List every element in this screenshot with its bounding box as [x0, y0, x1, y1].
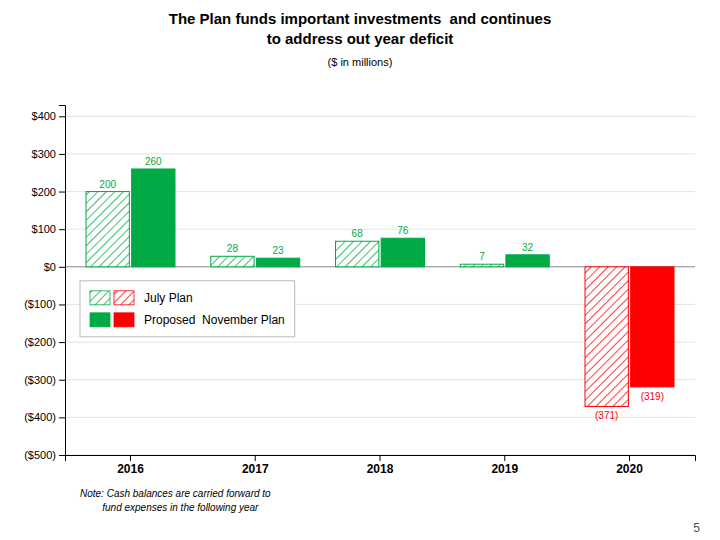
data-label: 68 [352, 228, 364, 239]
data-label: 260 [145, 156, 162, 167]
data-label: 7 [479, 251, 485, 262]
bar [460, 264, 503, 267]
y-axis-line [59, 106, 66, 456]
y-tick-mark [59, 154, 65, 155]
chart: The Plan funds important investments and… [0, 0, 720, 540]
legend-swatch [90, 291, 110, 305]
note: Note: Cash balances are carried forward … [80, 488, 271, 499]
bar [585, 267, 628, 407]
y-axis: ($500) ($400) ($300) ($200) ($100) $0 $100 $200… [24, 106, 65, 462]
note: fund expenses in the following year [80, 502, 259, 513]
y-tick: ($400) [24, 411, 65, 423]
y-tick-mark [59, 304, 65, 305]
y-tick-label: ($400) [24, 411, 56, 423]
y-tick: $400 [32, 110, 65, 122]
y-tick: ($200) [24, 336, 65, 348]
x-tick-mark [380, 455, 381, 461]
y-tick: $300 [32, 148, 65, 160]
y-tick: $200 [32, 186, 65, 198]
series [132, 169, 674, 387]
y-tick-label: ($200) [24, 336, 56, 348]
bar [132, 169, 175, 267]
data-label: 76 [397, 225, 409, 236]
data-label: (319) [641, 391, 664, 402]
y-tick-mark [59, 380, 65, 381]
bar [256, 258, 299, 267]
y-tick-label: ($100) [24, 298, 56, 310]
title: to address out year deficit [267, 30, 454, 47]
data-label: 32 [522, 242, 534, 253]
x-tick-mark [629, 455, 630, 461]
x-tick: 2019 [491, 455, 518, 476]
legend-swatch [90, 313, 110, 327]
y-tick: $0 [44, 261, 65, 273]
x-tick-label: 2016 [117, 462, 144, 476]
legend-label: Proposed November Plan [144, 313, 285, 327]
legend-box [80, 281, 295, 337]
y-tick-mark [59, 229, 65, 230]
x-axis-line [66, 456, 696, 462]
y-tick-label: $100 [32, 223, 56, 235]
bar [211, 256, 254, 267]
legend-label: July Plan [144, 291, 193, 305]
x-tick: 2017 [242, 455, 269, 476]
y-tick-label: $400 [32, 110, 56, 122]
y-tick-mark [59, 417, 65, 418]
bar [86, 192, 129, 267]
bar [381, 238, 424, 267]
x-tick: 2018 [367, 455, 394, 476]
y-tick: ($500) [24, 449, 65, 461]
x-tick-mark [504, 455, 505, 461]
y-tick: $100 [32, 223, 65, 235]
x-tick-label: 2017 [242, 462, 269, 476]
legend-swatch [114, 291, 134, 305]
y-tick-label: ($300) [24, 374, 56, 386]
x-tick-mark [130, 455, 131, 461]
y-tick-label: ($500) [24, 449, 56, 461]
data-label: (371) [595, 410, 618, 421]
page-number: 5 [693, 521, 700, 535]
y-tick-mark [59, 455, 65, 456]
bar [631, 267, 674, 387]
bar [335, 241, 378, 267]
data-label: 23 [273, 245, 285, 256]
y-tick-label: $200 [32, 186, 56, 198]
grid-line [65, 153, 695, 154]
grid [65, 116, 695, 455]
bar [506, 255, 549, 267]
data-label: 28 [227, 243, 239, 254]
x-tick-label: 2019 [491, 462, 518, 476]
x-tick: 2020 [616, 455, 643, 476]
x-tick-mark [255, 455, 256, 461]
legend-swatch [114, 313, 134, 327]
y-tick-mark [59, 116, 65, 117]
grid-line [65, 116, 695, 117]
x-tick-label: 2020 [616, 462, 643, 476]
y-tick-mark [59, 267, 65, 268]
legend: July Plan Proposed November Plan [80, 281, 295, 337]
title: The Plan funds important investments and… [169, 10, 552, 27]
y-tick: ($300) [24, 374, 65, 386]
y-tick-mark [59, 192, 65, 193]
x-tick: 2016 [117, 455, 144, 476]
y-tick: ($100) [24, 298, 65, 310]
subtitle: ($ in millions) [328, 56, 393, 68]
y-tick-label: $0 [44, 261, 56, 273]
y-tick-label: $300 [32, 148, 56, 160]
x-axis: 2016 2017 2018 2019 2020 [66, 455, 696, 476]
data-label: 200 [99, 179, 116, 190]
y-tick-mark [59, 342, 65, 343]
x-tick-label: 2018 [367, 462, 394, 476]
